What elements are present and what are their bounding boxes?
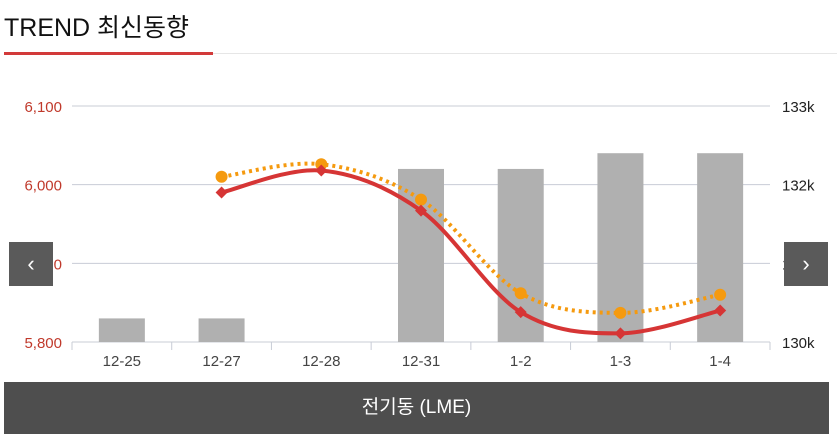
- left-tick-label: 5,800: [24, 335, 62, 352]
- x-tick-label: 1-4: [709, 353, 731, 370]
- solid-series-line: [221, 168, 721, 336]
- x-tick-label: 12-28: [302, 353, 340, 370]
- solid-series-point: [614, 327, 627, 340]
- dotted-series-point: [514, 287, 527, 300]
- dotted-series-point: [614, 306, 627, 319]
- footer-bar[interactable]: 전기동 (LME): [4, 382, 829, 434]
- right-tick-label: 130k: [782, 335, 815, 352]
- x-tick-label: 1-3: [610, 353, 632, 370]
- dotted-series-point: [714, 288, 727, 301]
- bar: [198, 318, 245, 342]
- dotted-series-point: [215, 170, 228, 183]
- x-tick-label: 1-2: [510, 353, 532, 370]
- next-arrow-icon[interactable]: ›: [784, 242, 828, 286]
- left-tick-label: 6,100: [24, 99, 62, 116]
- solid-series-point: [514, 306, 527, 319]
- page-title: TREND 최신동향: [4, 14, 190, 42]
- header: TREND 최신동향: [0, 0, 837, 60]
- dotted-series-line: [221, 161, 721, 315]
- right-tick-label: 133k: [782, 99, 815, 116]
- trend-chart: 5,8005,9006,0006,100130k131k132k133k12-2…: [24, 99, 815, 370]
- solid-series-point: [415, 204, 427, 217]
- bar: [98, 318, 145, 342]
- solid-series-point: [215, 186, 228, 199]
- title-underline: [4, 52, 213, 55]
- x-tick-label: 12-25: [103, 353, 141, 370]
- x-tick-label: 12-27: [202, 353, 240, 370]
- solid-series-point: [315, 164, 328, 177]
- left-tick-label: 6,000: [24, 178, 62, 195]
- solid-series-point: [714, 304, 727, 317]
- dotted-series-point: [415, 193, 427, 206]
- x-tick-label: 12-31: [402, 353, 440, 370]
- prev-arrow-icon[interactable]: ‹: [9, 242, 53, 286]
- dotted-series-point: [315, 158, 328, 171]
- right-tick-label: 132k: [782, 178, 815, 195]
- header-divider: [213, 53, 837, 54]
